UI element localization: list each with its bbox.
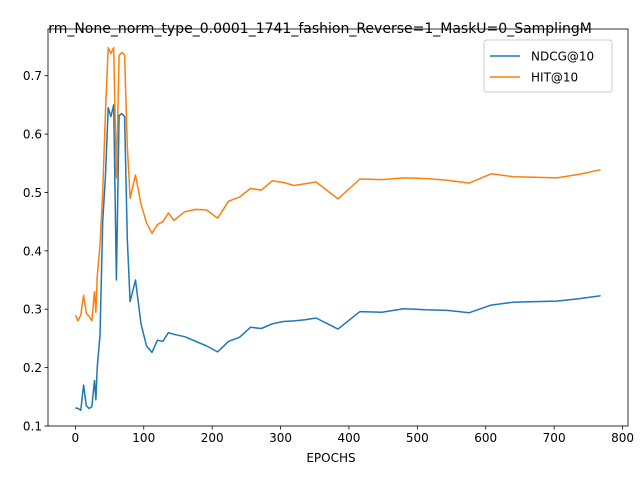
x-axis: 0 100 200 300 400 500 600 700 800 — [72, 426, 634, 445]
y-tick-label: 0.1 — [23, 420, 42, 434]
series-line-hit — [74, 46, 601, 322]
legend-label: NDCG@10 — [531, 50, 594, 64]
x-tick-label: 100 — [132, 431, 155, 445]
x-tick-label: 600 — [474, 431, 497, 445]
legend-box — [483, 39, 613, 93]
legend-label: HIT@10 — [531, 71, 578, 85]
y-tick-label: 0.6 — [23, 128, 42, 142]
series-line-ndcg — [75, 104, 601, 411]
x-tick-label: 700 — [543, 431, 566, 445]
y-tick-label: 0.3 — [23, 303, 42, 317]
y-axis: 0.1 0.2 0.3 0.4 0.5 0.6 0.7 — [23, 69, 48, 434]
x-tick-label: 400 — [337, 431, 360, 445]
y-tick-label: 0.2 — [23, 361, 42, 375]
x-tick-label: 300 — [269, 431, 292, 445]
plot-area — [74, 46, 601, 411]
y-tick-label: 0.5 — [23, 186, 42, 200]
legend: NDCG@10 HIT@10 — [483, 39, 613, 93]
x-tick-label: 800 — [611, 431, 634, 445]
axes-frame — [47, 28, 629, 427]
x-tick-label: 200 — [201, 431, 224, 445]
y-tick-label: 0.4 — [23, 244, 42, 258]
x-axis-label: EPOCHS — [306, 451, 355, 465]
y-tick-label: 0.7 — [23, 69, 42, 83]
x-tick-label: 500 — [406, 431, 429, 445]
x-tick-label: 0 — [72, 431, 80, 445]
